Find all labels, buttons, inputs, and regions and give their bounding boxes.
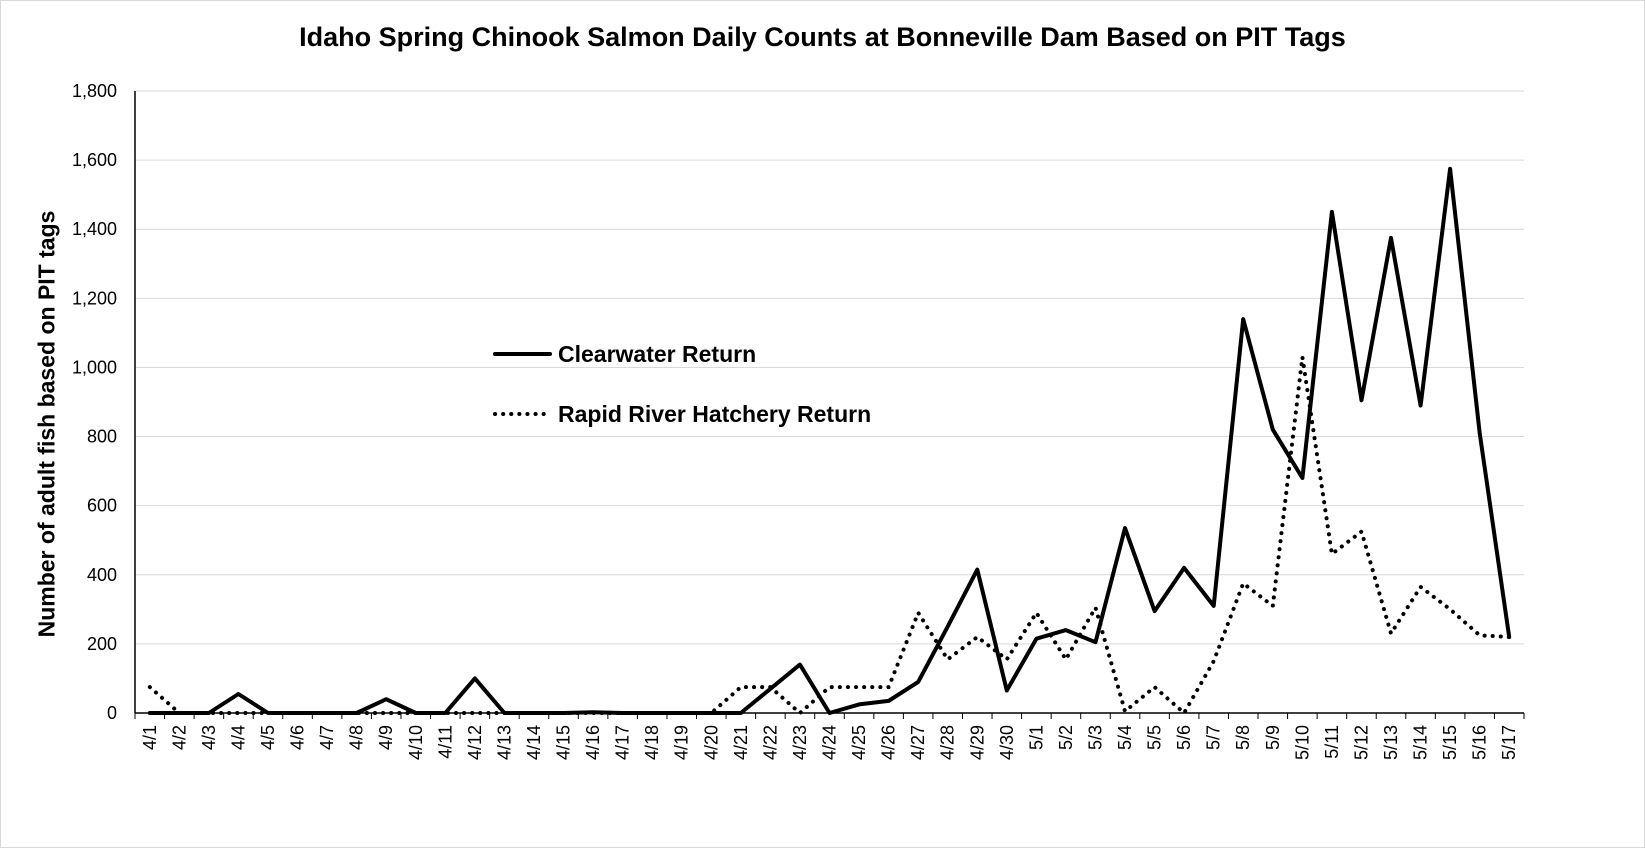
x-tick-label: 5/13 [1381, 725, 1401, 760]
x-tick-label: 5/9 [1263, 725, 1283, 750]
x-tick-label: 4/16 [583, 725, 603, 760]
x-tick-label: 4/29 [967, 725, 987, 760]
x-tick-label: 4/22 [760, 725, 780, 760]
x-tick-label: 4/1 [140, 725, 160, 750]
x-tick-label: 5/7 [1204, 725, 1224, 750]
x-tick-label: 5/5 [1145, 725, 1165, 750]
x-tick-label: 4/15 [554, 725, 574, 760]
series-lines [147, 166, 1512, 715]
x-tick-label: 4/21 [731, 725, 751, 760]
x-tick-label: 4/14 [524, 725, 544, 760]
y-tick-label: 400 [87, 565, 117, 585]
x-tick-label: 4/17 [613, 725, 633, 760]
x-tick-label: 4/24 [820, 725, 840, 760]
x-tick-label: 5/2 [1056, 725, 1076, 750]
x-tick-label: 5/3 [1085, 725, 1105, 750]
series-line-rapid-river [147, 355, 1512, 715]
x-tick-label: 4/19 [672, 725, 692, 760]
x-tick-label: 4/2 [169, 725, 189, 750]
x-tick-label: 4/23 [790, 725, 810, 760]
y-tick-labels: 0 200 400 600 800 1,000 1,200 1,400 1,600 1,800 [72, 81, 117, 723]
x-tick-label: 5/6 [1174, 725, 1194, 750]
x-tick-label: 4/7 [317, 725, 337, 750]
x-tick-label: 5/4 [1115, 725, 1135, 750]
legend-label: Rapid River Hatchery Return [558, 401, 871, 427]
x-tick-label: 5/1 [1026, 725, 1046, 750]
x-tick-label: 4/12 [465, 725, 485, 760]
x-tick-labels: 4/1 4/2 4/3 4/4 4/5 4/6 4/7 4/8 4/9 4/10 4/11 4/12 4… [140, 725, 1519, 760]
x-tick-label: 5/14 [1411, 725, 1431, 760]
x-tick-label: 5/11 [1322, 725, 1342, 759]
x-tick-label: 5/10 [1292, 725, 1312, 760]
x-tick-label: 4/3 [199, 725, 219, 750]
series-line-clearwater [147, 166, 1512, 715]
x-tick-label: 5/15 [1440, 725, 1460, 760]
x-tick-label: 4/6 [288, 725, 308, 750]
x-tick-label: 5/17 [1499, 725, 1519, 760]
legend: Clearwater Return Rapid River Hatchery Re… [493, 341, 871, 427]
x-tick-label: 5/12 [1351, 725, 1371, 760]
y-tick-label: 800 [87, 427, 117, 447]
x-tick-label: 5/8 [1233, 725, 1253, 750]
x-tick-label: 4/9 [376, 725, 396, 750]
x-tick-label: 4/13 [494, 725, 514, 760]
x-tick-label: 4/28 [938, 725, 958, 760]
x-tick-label: 4/10 [406, 725, 426, 760]
y-tick-label: 1,000 [72, 357, 117, 377]
x-tick-label: 4/30 [997, 725, 1017, 760]
y-tick-label: 1,400 [72, 219, 117, 239]
x-tick-label: 4/26 [879, 725, 899, 760]
y-tick-label: 1,600 [72, 150, 117, 170]
x-tick-label: 4/5 [258, 725, 278, 750]
y-tick-label: 200 [87, 634, 117, 654]
y-tick-label: 0 [107, 703, 117, 723]
x-tick-label: 4/4 [228, 725, 248, 750]
x-tick-label: 4/25 [849, 725, 869, 760]
y-tick-label: 1,200 [72, 288, 117, 308]
x-tick-label: 4/18 [642, 725, 662, 760]
x-tick-label: 4/8 [347, 725, 367, 750]
y-tick-label: 1,800 [72, 81, 117, 101]
x-tick-label: 4/20 [701, 725, 721, 760]
chart-title: Idaho Spring Chinook Salmon Daily Counts… [299, 22, 1346, 52]
y-tick-label: 600 [87, 496, 117, 516]
x-tick-label: 4/11 [435, 725, 455, 759]
legend-label: Clearwater Return [558, 341, 756, 367]
x-tick-label: 5/16 [1470, 725, 1490, 760]
x-tick-label: 4/27 [908, 725, 928, 760]
